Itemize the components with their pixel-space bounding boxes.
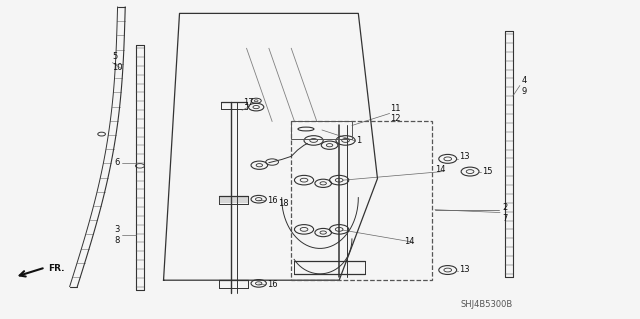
Text: 2: 2: [502, 203, 508, 211]
Text: 14: 14: [435, 166, 445, 174]
Bar: [291, 122, 432, 280]
Text: 6: 6: [115, 158, 120, 167]
Text: SHJ4B5300B: SHJ4B5300B: [461, 300, 513, 309]
Text: FR.: FR.: [49, 264, 65, 273]
Text: 14: 14: [404, 237, 415, 246]
Text: 8: 8: [115, 236, 120, 245]
Text: 4: 4: [521, 76, 527, 85]
Bar: [291, 122, 352, 139]
Text: 16: 16: [267, 196, 278, 205]
Text: 11: 11: [390, 104, 401, 113]
Text: 10: 10: [113, 63, 123, 72]
Text: 17: 17: [243, 99, 254, 108]
Text: 16: 16: [267, 280, 278, 289]
Text: 12: 12: [390, 114, 401, 123]
Text: 15: 15: [482, 167, 493, 176]
Text: 5: 5: [113, 52, 118, 61]
Text: 9: 9: [521, 87, 527, 96]
Text: 13: 13: [460, 264, 470, 274]
Text: 18: 18: [278, 199, 289, 208]
Text: 1: 1: [356, 136, 362, 145]
Text: 3: 3: [115, 225, 120, 234]
Text: 7: 7: [502, 214, 508, 223]
Text: 13: 13: [460, 152, 470, 161]
